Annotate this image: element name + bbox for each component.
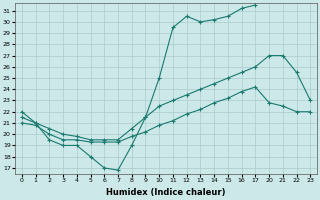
X-axis label: Humidex (Indice chaleur): Humidex (Indice chaleur) [106, 188, 226, 197]
